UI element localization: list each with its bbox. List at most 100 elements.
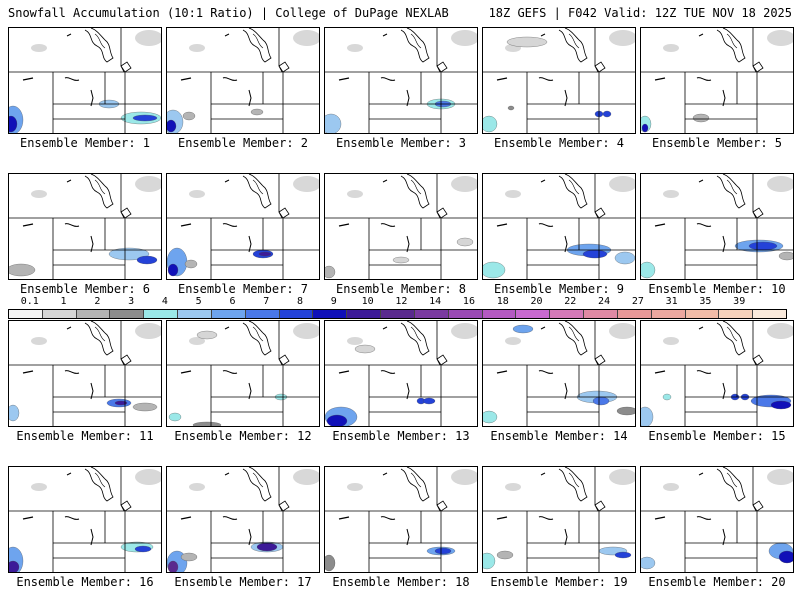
snow-area xyxy=(483,552,496,570)
map-panel-member-14 xyxy=(482,320,636,427)
colorbar-segment xyxy=(516,310,551,318)
snow-area xyxy=(325,113,342,133)
colorbar-tick-label: 1 xyxy=(60,296,67,307)
state-outline-map xyxy=(325,174,477,279)
snow-area xyxy=(778,550,793,564)
state-outline-map xyxy=(483,467,635,572)
state-outline-map xyxy=(641,174,793,279)
snow-area xyxy=(614,551,632,559)
member-caption: Ensemble Member: 16 xyxy=(16,575,154,589)
state-outline-map xyxy=(9,28,161,133)
snow-area xyxy=(483,115,498,133)
model-run-info: 18Z GEFS | F042 Valid: 12Z TUE NOV 18 20… xyxy=(488,6,792,20)
snow-area xyxy=(325,265,336,279)
snow-area xyxy=(132,114,158,122)
colorbar-segment xyxy=(110,310,145,318)
snow-area xyxy=(167,119,177,133)
colorbar-segment xyxy=(584,310,618,318)
member-caption: Ensemble Member: 14 xyxy=(490,429,628,443)
map-panel-member-20 xyxy=(640,466,794,573)
member-caption: Ensemble Member: 1 xyxy=(19,136,151,150)
snow-area xyxy=(9,115,18,133)
snow-area xyxy=(641,261,656,279)
state-outline-map xyxy=(167,467,319,572)
snow-area xyxy=(108,247,150,261)
colorbar-tick-label: 9 xyxy=(330,296,337,307)
snow-area xyxy=(167,263,179,277)
snow-area xyxy=(748,241,778,251)
state-outline-map xyxy=(9,174,161,279)
colorbar-tick-label: 39 xyxy=(733,296,746,307)
map-panel-member-18 xyxy=(324,466,478,573)
colorbar-tick-label: 27 xyxy=(631,296,644,307)
member-caption: Ensemble Member: 17 xyxy=(174,575,312,589)
snow-area xyxy=(483,410,498,424)
state-outline-map xyxy=(167,174,319,279)
state-outline-map xyxy=(641,467,793,572)
colorbar-segment xyxy=(313,310,348,318)
snow-area xyxy=(692,113,710,123)
member-caption: Ensemble Member: 3 xyxy=(335,136,467,150)
map-panel-member-10 xyxy=(640,173,794,280)
map-panel-member-12 xyxy=(166,320,320,427)
colorbar-segment xyxy=(279,310,314,318)
state-outline-map xyxy=(9,467,161,572)
member-caption: Ensemble Member: 18 xyxy=(332,575,470,589)
state-outline-map xyxy=(325,467,477,572)
colorbar-segment xyxy=(719,310,754,318)
snow-area xyxy=(602,110,612,118)
snow-area xyxy=(614,251,635,265)
snow-area xyxy=(592,396,610,406)
snow-area xyxy=(184,259,198,269)
map-panel-member-9 xyxy=(482,173,636,280)
snow-area xyxy=(325,554,336,572)
map-panel-member-13 xyxy=(324,320,478,427)
snow-area xyxy=(114,400,128,406)
member-caption: Ensemble Member: 5 xyxy=(651,136,783,150)
chart-title: Snowfall Accumulation (10:1 Ratio) | Col… xyxy=(8,6,449,20)
map-panel-member-6 xyxy=(8,173,162,280)
state-outline-map xyxy=(325,28,477,133)
colorbar-tick-label: 12 xyxy=(395,296,408,307)
colorbar-segment xyxy=(550,310,585,318)
state-outline-map xyxy=(641,28,793,133)
snow-area xyxy=(9,404,20,422)
snow-area xyxy=(507,105,515,111)
map-panel-member-16 xyxy=(8,466,162,573)
map-panel-member-5 xyxy=(640,27,794,134)
member-caption: Ensemble Member: 9 xyxy=(493,282,625,296)
snow-area xyxy=(616,406,635,416)
snow-area xyxy=(770,400,792,410)
colorbar-tick-label: 24 xyxy=(598,296,611,307)
colorbar-segment xyxy=(448,310,483,318)
colorbar-tick-label: 2 xyxy=(94,296,101,307)
snow-area xyxy=(354,344,376,354)
colorbar-segment xyxy=(617,310,652,318)
snow-area xyxy=(326,414,348,426)
colorbar-tick-label: 8 xyxy=(297,296,304,307)
colorbar-tick-label: 35 xyxy=(699,296,712,307)
snow-area xyxy=(641,123,649,133)
snow-area xyxy=(168,412,182,422)
snow-area xyxy=(456,237,474,247)
member-caption: Ensemble Member: 4 xyxy=(493,136,625,150)
snow-area xyxy=(512,324,534,334)
snow-area xyxy=(258,251,272,257)
snow-area xyxy=(496,550,514,560)
colorbar-segment xyxy=(651,310,686,318)
member-caption: Ensemble Member: 19 xyxy=(490,575,628,589)
colorbar-segment xyxy=(9,310,43,318)
colorbar-segment xyxy=(42,310,77,318)
colorbar xyxy=(8,309,787,319)
colorbar-tick-label: 20 xyxy=(530,296,543,307)
colorbar-tick-label: 10 xyxy=(361,296,374,307)
map-panel-member-7 xyxy=(166,173,320,280)
colorbar-tick-label: 7 xyxy=(263,296,270,307)
member-caption: Ensemble Member: 6 xyxy=(19,282,151,296)
member-caption: Ensemble Member: 20 xyxy=(648,575,786,589)
member-caption: Ensemble Member: 13 xyxy=(332,429,470,443)
snow-area xyxy=(392,256,410,264)
colorbar-segment xyxy=(414,310,449,318)
snow-area xyxy=(182,111,196,121)
snow-area xyxy=(662,393,672,401)
